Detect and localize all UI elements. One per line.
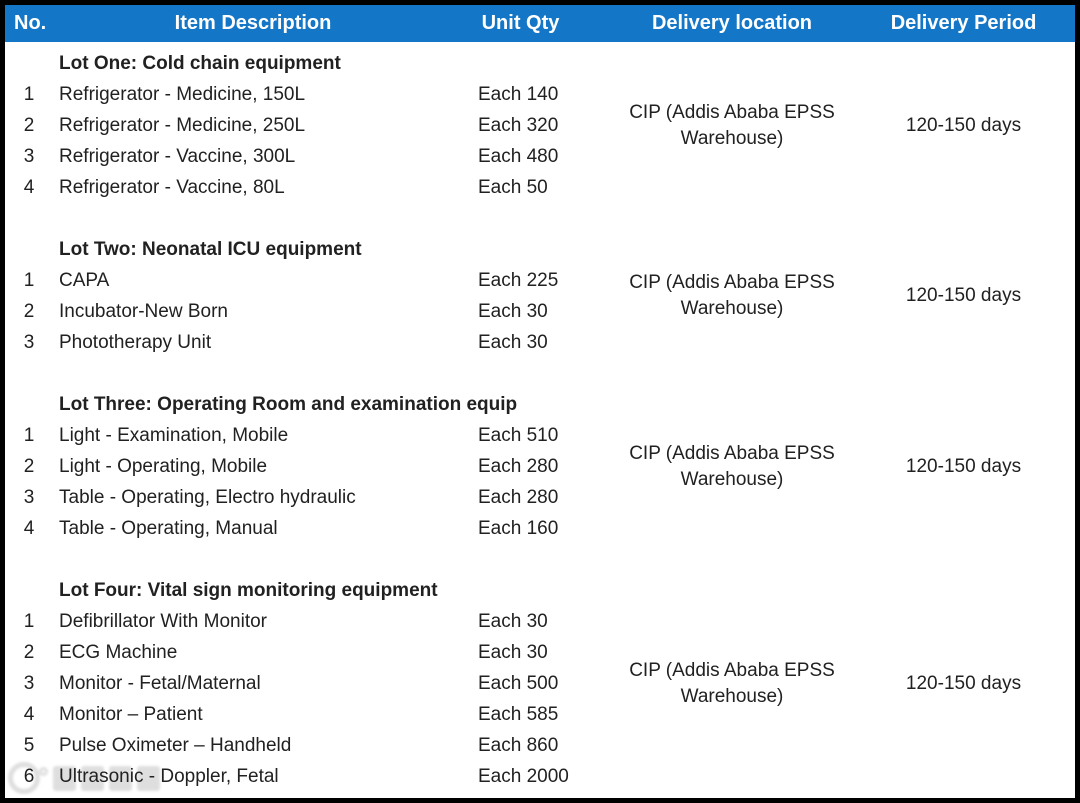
item-unit-qty: Each 50: [478, 176, 548, 198]
item-no: 2: [23, 300, 35, 322]
delivery-period-text: 120-150 days: [905, 672, 1022, 694]
item-description: Refrigerator - Medicine, 250L: [59, 114, 306, 136]
item-unit-qty: Each 225: [478, 269, 559, 291]
item-unit-qty: Each 2000: [478, 765, 569, 787]
column-header-delivery-location: Delivery location: [651, 12, 813, 34]
item-no: 3: [23, 672, 35, 694]
item-description: Refrigerator - Medicine, 150L: [59, 83, 306, 105]
delivery-location-cell: CIP (Addis Ababa EPSS Warehouse): [588, 234, 876, 358]
item-description: Phototherapy Unit: [59, 331, 212, 353]
item-unit-qty: Each 320: [478, 114, 559, 136]
item-unit-qty: Each 510: [478, 424, 559, 446]
delivery-location-text: CIP (Addis Ababa EPSS Warehouse): [629, 101, 835, 149]
item-unit-qty: Each 280: [478, 486, 559, 508]
item-description: Monitor - Fetal/Maternal: [59, 672, 261, 694]
delivery-location-cell: CIP (Addis Ababa EPSS Warehouse): [588, 389, 876, 544]
lot-heading: Lot One: Cold chain equipment: [59, 52, 341, 74]
column-header-no: No.: [14, 12, 47, 34]
item-no: 6: [23, 765, 35, 787]
delivery-period-cell: 120-150 days: [876, 389, 1075, 544]
item-description: Light - Operating, Mobile: [59, 455, 268, 477]
item-no: 1: [23, 610, 35, 632]
delivery-period-cell: 120-150 days: [876, 575, 1075, 792]
table-header-row: No. Item Description Unit Qty Delivery l…: [5, 5, 1075, 42]
lot-group: Lot Two: Neonatal ICU equipment CIP (Add…: [5, 234, 1075, 358]
delivery-period-cell: 120-150 days: [876, 234, 1075, 358]
item-no: 4: [23, 176, 35, 198]
item-unit-qty: Each 160: [478, 517, 559, 539]
item-no: 1: [23, 424, 35, 446]
item-description: Table - Operating, Manual: [59, 517, 278, 539]
item-description: Refrigerator - Vaccine, 300L: [59, 145, 296, 167]
item-description: Refrigerator - Vaccine, 80L: [59, 176, 285, 198]
lot-group: Lot One: Cold chain equipment CIP (Addis…: [5, 48, 1075, 203]
delivery-location-text: CIP (Addis Ababa EPSS Warehouse): [629, 659, 835, 707]
item-no: 4: [23, 703, 35, 725]
lot-group: Lot Three: Operating Room and examinatio…: [5, 389, 1075, 544]
column-header-unit-qty: Unit Qty: [481, 12, 560, 34]
delivery-period-text: 120-150 days: [905, 285, 1022, 306]
item-unit-qty: Each 30: [478, 610, 548, 632]
delivery-period-text: 120-150 days: [905, 455, 1022, 477]
item-no: 3: [23, 331, 35, 353]
item-description: Light - Examination, Mobile: [59, 424, 289, 446]
delivery-location-cell: CIP (Addis Ababa EPSS Warehouse): [588, 575, 876, 792]
delivery-period-cell: 120-150 days: [876, 48, 1075, 203]
column-header-delivery-period: Delivery Period: [890, 12, 1037, 34]
item-unit-qty: Each 280: [478, 455, 559, 477]
delivery-location-cell: CIP (Addis Ababa EPSS Warehouse): [588, 48, 876, 203]
item-no: 5: [23, 734, 35, 756]
item-description: Monitor – Patient: [59, 703, 203, 725]
item-no: 4: [23, 517, 35, 539]
item-description: Ultrasonic - Doppler, Fetal: [59, 765, 279, 787]
lot-group: Lot Four: Vital sign monitoring equipmen…: [5, 575, 1075, 792]
item-unit-qty: Each 140: [478, 83, 559, 105]
lot-heading: Lot Three: Operating Room and examinatio…: [59, 393, 518, 415]
item-description: ECG Machine: [59, 641, 178, 663]
item-no: 3: [23, 145, 35, 167]
item-description: CAPA: [59, 269, 110, 291]
item-description: Incubator-New Born: [59, 300, 228, 322]
item-no: 2: [23, 114, 35, 136]
lot-heading: Lot Two: Neonatal ICU equipment: [59, 238, 362, 260]
item-unit-qty: Each 30: [478, 641, 548, 663]
item-no: 1: [23, 269, 35, 291]
item-description: Defibrillator With Monitor: [59, 610, 267, 632]
delivery-location-text: CIP (Addis Ababa EPSS Warehouse): [629, 272, 835, 319]
item-unit-qty: Each 500: [478, 672, 559, 694]
item-description: Pulse Oximeter – Handheld: [59, 734, 292, 756]
item-no: 1: [23, 83, 35, 105]
lot-heading: Lot Four: Vital sign monitoring equipmen…: [59, 579, 438, 601]
item-description: Table - Operating, Electro hydraulic: [59, 486, 356, 508]
delivery-period-text: 120-150 days: [905, 114, 1022, 136]
item-no: 3: [23, 486, 35, 508]
table-body: Lot One: Cold chain equipment CIP (Addis…: [5, 48, 1075, 792]
item-unit-qty: Each 30: [478, 300, 548, 322]
item-unit-qty: Each 480: [478, 145, 559, 167]
item-no: 2: [23, 455, 35, 477]
delivery-location-text: CIP (Addis Ababa EPSS Warehouse): [629, 442, 835, 490]
item-unit-qty: Each 585: [478, 703, 559, 725]
item-no: 2: [23, 641, 35, 663]
item-unit-qty: Each 860: [478, 734, 559, 756]
column-header-item-description: Item Description: [174, 12, 332, 34]
item-unit-qty: Each 30: [478, 331, 548, 353]
